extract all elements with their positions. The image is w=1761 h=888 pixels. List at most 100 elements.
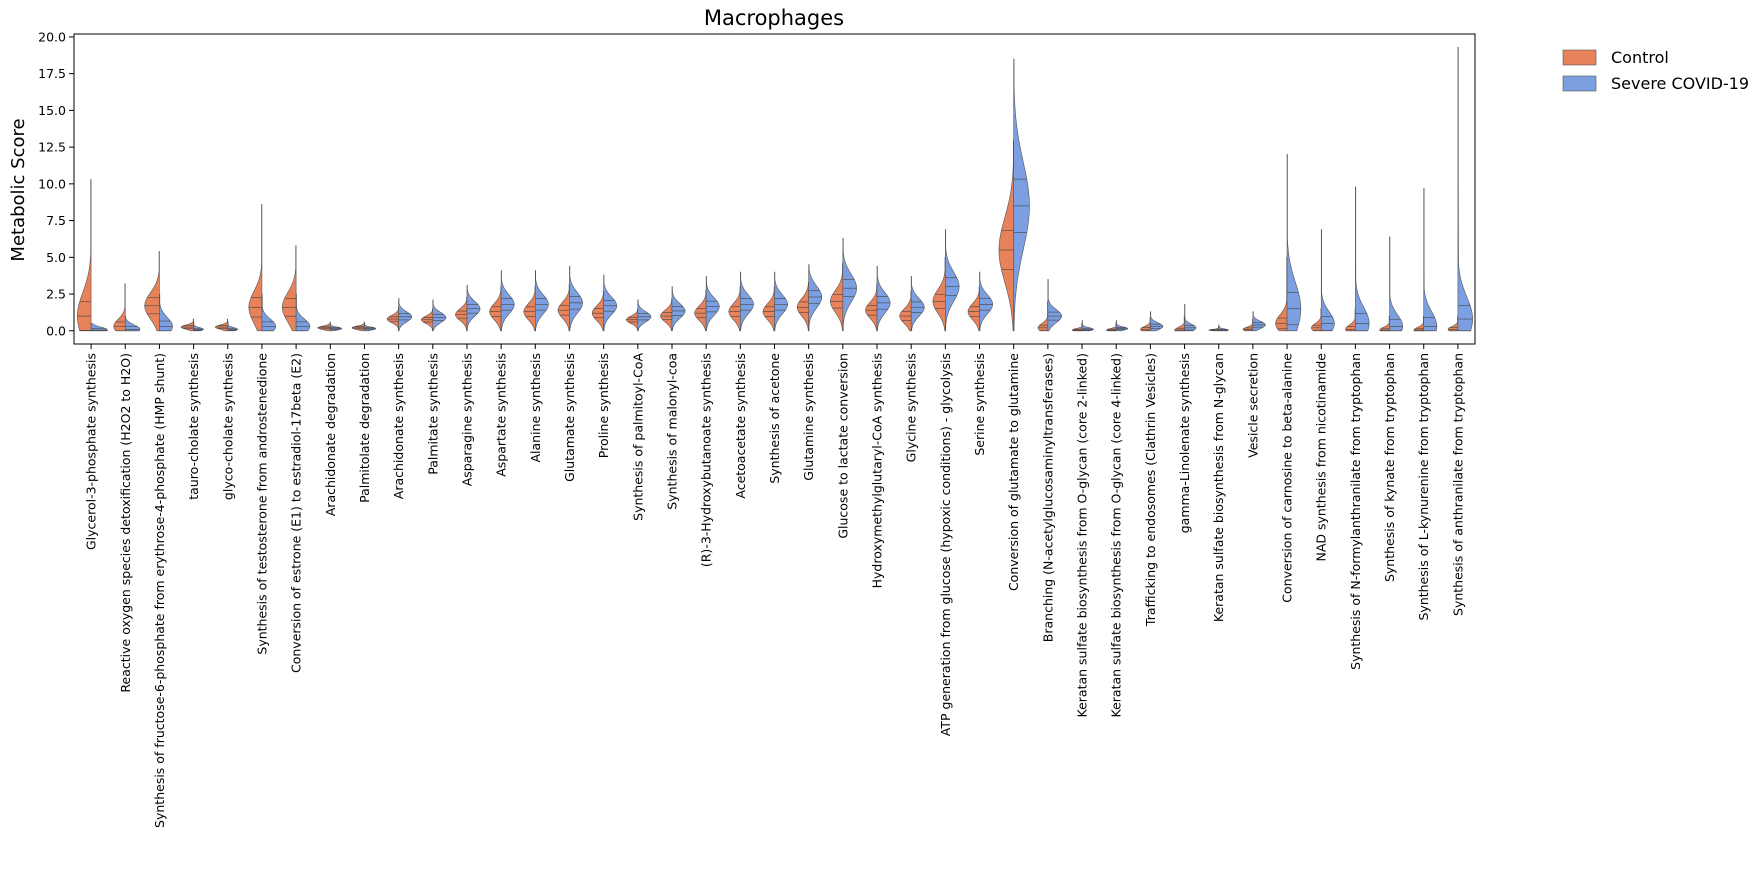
x-tick-label: Synthesis of N-formylanthranilate from t… xyxy=(1348,353,1363,670)
violin-half-covid xyxy=(705,276,720,332)
y-tick-label: 5.0 xyxy=(46,250,66,265)
x-tick-label: Proline synthesis xyxy=(596,353,611,458)
violin-half-control xyxy=(1275,257,1288,332)
x-tick-label: NAD synthesis from nicotinamide xyxy=(1314,353,1329,562)
violin-half-covid xyxy=(603,274,618,332)
violin-half-covid xyxy=(466,284,481,332)
x-tick-label: Synthesis of L-kynurenine from tryptopha… xyxy=(1416,353,1431,621)
violin-half-covid xyxy=(808,264,823,332)
violin-half-covid xyxy=(1047,279,1062,332)
violin-half-control xyxy=(660,298,673,332)
violin-half-control xyxy=(1345,308,1356,332)
x-tick-label: Synthesis of palmitoyl-CoA xyxy=(630,353,645,521)
violin-half-covid xyxy=(1115,320,1129,332)
x-tick-label: Alanine synthesis xyxy=(528,353,543,463)
violin-half-covid xyxy=(90,323,108,332)
violin-half-covid xyxy=(1389,236,1403,332)
violin-half-covid xyxy=(124,315,141,332)
y-tick-label: 15.0 xyxy=(38,103,66,118)
violin-half-control xyxy=(317,321,331,332)
x-tick-label: ATP generation from glucose (hypoxic con… xyxy=(938,353,953,736)
violin-half-control xyxy=(796,281,809,332)
x-tick-label: Synthesis of fructose-6-phosphate from e… xyxy=(152,353,167,828)
violin-half-control xyxy=(728,286,741,332)
violin-half-control xyxy=(1071,323,1083,332)
violin-half-control xyxy=(694,289,707,332)
violin-half-control xyxy=(1037,301,1049,332)
x-tick-label: gamma-Linolenate synthesis xyxy=(1177,353,1192,533)
x-tick-label: Synthesis of anthranilate from tryptopha… xyxy=(1450,353,1465,616)
violin-half-covid xyxy=(1320,229,1335,332)
violin-half-covid xyxy=(398,298,413,332)
y-tick-label: 10.0 xyxy=(38,176,66,191)
violin-half-control xyxy=(113,283,126,332)
violin-half-control xyxy=(830,262,844,332)
x-tick-label: tauro-cholate synthesis xyxy=(186,353,201,500)
violin-half-covid xyxy=(671,286,686,332)
violin-half-control xyxy=(455,296,468,332)
violin-half-control xyxy=(1413,315,1425,332)
violin-half-covid xyxy=(1423,187,1438,332)
x-tick-label: Palmitate synthesis xyxy=(425,353,440,475)
x-tick-label: Glycine synthesis xyxy=(904,353,919,462)
violin-half-covid xyxy=(261,293,277,332)
x-tick-label: Asparagine synthesis xyxy=(459,353,474,486)
violin-half-control xyxy=(215,318,229,332)
violin-half-control xyxy=(1140,317,1151,332)
y-tick-label: 20.0 xyxy=(38,29,66,44)
violin-half-control xyxy=(523,286,536,332)
violin-half-covid xyxy=(1457,46,1473,332)
x-tick-label: Conversion of estrone (E1) to estradiol-… xyxy=(289,353,304,673)
x-tick-label: Hydroxymethylglutaryl-CoA synthesis xyxy=(870,353,885,588)
violin-half-control xyxy=(998,139,1014,332)
y-tick-label: 12.5 xyxy=(38,140,66,155)
violin-half-control xyxy=(1106,323,1117,332)
violin-half-control xyxy=(282,245,297,332)
y-tick-label: 17.5 xyxy=(38,66,66,81)
violin-half-covid xyxy=(876,265,891,332)
violin-half-control xyxy=(762,286,775,332)
violin-half-control xyxy=(967,286,980,332)
y-tick-label: 7.5 xyxy=(46,213,66,228)
violin-half-control xyxy=(557,283,570,332)
y-tick-label: 2.5 xyxy=(46,287,66,302)
violin-half-control xyxy=(1311,308,1322,332)
x-tick-label: Vesicle secretion xyxy=(1245,353,1260,458)
x-tick-label: (R)-3-Hydroxybutanoate synthesis xyxy=(699,353,714,567)
violin-half-covid xyxy=(432,299,447,332)
violin-half-covid xyxy=(637,299,652,332)
x-tick-label: Conversion of glutamate to glutamine xyxy=(1006,353,1021,591)
violin-half-covid xyxy=(910,276,925,332)
legend-swatch-severe-covid xyxy=(1562,75,1597,92)
violin-half-control xyxy=(180,318,194,332)
legend: Control Severe COVID-19 xyxy=(1562,48,1749,93)
violin-half-covid xyxy=(1286,154,1302,332)
violin-half-control xyxy=(865,283,878,332)
x-tick-label: Glutamate synthesis xyxy=(562,353,577,482)
violin-half-covid xyxy=(1355,186,1370,332)
violin-half-covid xyxy=(569,265,583,332)
legend-swatch-control xyxy=(1562,49,1597,66)
x-tick-label: Glycerol-3-phosphate synthesis xyxy=(84,353,99,550)
x-tick-label: Synthesis of kynate from tryptophan xyxy=(1382,353,1397,582)
plot-area xyxy=(77,46,1473,332)
violin-half-control xyxy=(248,204,263,332)
x-tick-label: Synthesis of acetone xyxy=(767,353,782,484)
violin-half-covid xyxy=(1184,304,1197,332)
x-tick-label: glyco-cholate synthesis xyxy=(220,353,235,500)
x-tick-label: Keratan sulfate biosynthesis from O-glyc… xyxy=(1075,353,1090,717)
plot-frame xyxy=(73,33,1476,345)
x-tick-label: Synthesis of malonyl-coa xyxy=(664,353,679,510)
legend-label-severe-covid: Severe COVID-19 xyxy=(1611,74,1749,93)
x-tick-label: Reactive oxygen species detoxification (… xyxy=(118,353,133,693)
x-tick-label: Keratan sulfate biosynthesis from N-glyc… xyxy=(1211,353,1226,622)
violin-half-covid xyxy=(842,237,857,332)
legend-label-control: Control xyxy=(1611,48,1669,67)
violin-half-control xyxy=(899,290,912,332)
x-tick-label: Glucose to lactate conversion xyxy=(835,353,850,539)
y-axis: 0.0 2.5 5.0 7.5 10.0 12.5 15.0 17.5 20.0 xyxy=(38,29,74,338)
x-tick-label: Keratan sulfate biosynthesis from O-glyc… xyxy=(1109,353,1124,717)
violin-half-covid xyxy=(1013,58,1030,332)
y-tick-label: 0.0 xyxy=(46,323,66,338)
